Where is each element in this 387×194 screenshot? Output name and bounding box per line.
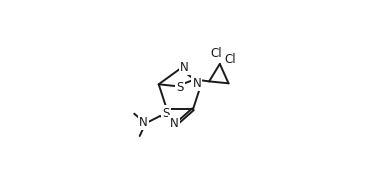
Text: N: N <box>170 117 178 130</box>
Text: Cl: Cl <box>210 47 222 60</box>
Text: N: N <box>139 116 147 129</box>
Text: N: N <box>180 61 188 74</box>
Text: Cl: Cl <box>225 53 236 66</box>
Text: S: S <box>162 107 170 120</box>
Text: N: N <box>192 77 201 90</box>
Text: S: S <box>176 81 184 94</box>
